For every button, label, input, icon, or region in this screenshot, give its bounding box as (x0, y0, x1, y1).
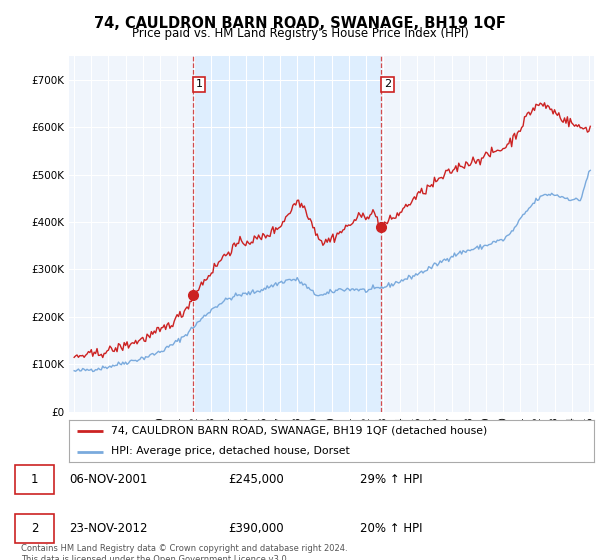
Text: HPI: Average price, detached house, Dorset: HPI: Average price, detached house, Dors… (111, 446, 350, 456)
Text: £245,000: £245,000 (228, 473, 284, 486)
FancyBboxPatch shape (15, 465, 54, 494)
Text: 06-NOV-2001: 06-NOV-2001 (69, 473, 148, 486)
Text: Price paid vs. HM Land Registry's House Price Index (HPI): Price paid vs. HM Land Registry's House … (131, 27, 469, 40)
Text: 20% ↑ HPI: 20% ↑ HPI (360, 522, 422, 535)
Text: 74, CAULDRON BARN ROAD, SWANAGE, BH19 1QF (detached house): 74, CAULDRON BARN ROAD, SWANAGE, BH19 1Q… (111, 426, 487, 436)
Text: 74, CAULDRON BARN ROAD, SWANAGE, BH19 1QF: 74, CAULDRON BARN ROAD, SWANAGE, BH19 1Q… (94, 16, 506, 31)
Text: 2: 2 (384, 80, 391, 90)
Text: 29% ↑ HPI: 29% ↑ HPI (360, 473, 422, 486)
Text: 1: 1 (31, 473, 38, 486)
Text: 2: 2 (31, 522, 38, 535)
Text: 23-NOV-2012: 23-NOV-2012 (69, 522, 148, 535)
Text: £390,000: £390,000 (228, 522, 284, 535)
Text: Contains HM Land Registry data © Crown copyright and database right 2024.
This d: Contains HM Land Registry data © Crown c… (21, 544, 347, 560)
FancyBboxPatch shape (15, 514, 54, 543)
Bar (193, 56, 381, 412)
Text: 1: 1 (196, 80, 202, 90)
